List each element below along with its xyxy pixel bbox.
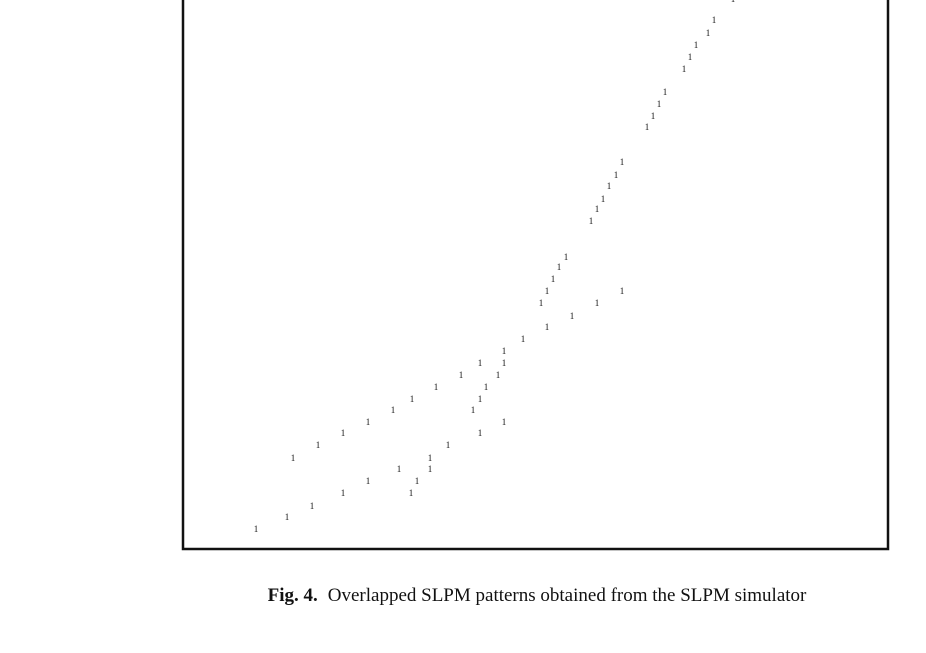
point: 1 [478, 428, 483, 438]
point: 1 [496, 370, 501, 380]
point: 1 [341, 488, 346, 498]
point: 1 [539, 298, 544, 308]
point: 1 [446, 440, 451, 450]
caption-text: Overlapped SLPM patterns obtained from t… [328, 585, 807, 606]
caption-label: Fig. 4. [268, 585, 318, 606]
point: 1 [595, 204, 600, 214]
point: 1 [682, 64, 687, 74]
point: 1 [341, 428, 346, 438]
point: 1 [502, 417, 507, 427]
point: 1 [570, 311, 575, 321]
caption: Fig. 4. Overlapped SLPM patterns obtained… [268, 585, 807, 606]
point: 1 [521, 334, 526, 344]
point: 1 [688, 52, 693, 62]
point: 1 [410, 394, 415, 404]
point: 1 [731, 0, 736, 4]
point: 1 [712, 15, 717, 25]
point: 1 [651, 111, 656, 121]
point: 1 [459, 370, 464, 380]
point: 1 [291, 453, 296, 463]
point: 1 [285, 512, 290, 522]
point: 1 [478, 394, 483, 404]
point: 1 [595, 298, 600, 308]
point: 1 [620, 286, 625, 296]
point: 1 [502, 358, 507, 368]
point: 1 [601, 194, 606, 204]
point: 1 [657, 99, 662, 109]
point: 1 [310, 501, 315, 511]
point: 1 [471, 405, 476, 415]
point: 1 [589, 216, 594, 226]
point: 1 [502, 346, 507, 356]
point: 1 [694, 40, 699, 50]
point: 1 [620, 157, 625, 167]
point: 1 [366, 417, 371, 427]
point: 1 [663, 87, 668, 97]
point: 1 [409, 488, 414, 498]
point: 1 [366, 476, 371, 486]
point: 1 [478, 358, 483, 368]
point: 1 [397, 464, 402, 474]
point: 1 [391, 405, 396, 415]
point: 1 [645, 122, 650, 132]
point: 1 [551, 274, 556, 284]
point: 1 [564, 252, 569, 262]
point: 1 [434, 382, 439, 392]
point: 1 [484, 382, 489, 392]
point: 1 [706, 28, 711, 38]
point: 1 [614, 170, 619, 180]
point: 1 [545, 322, 550, 332]
point: 1 [428, 453, 433, 463]
point: 1 [316, 440, 321, 450]
point: 1 [428, 464, 433, 474]
point: 1 [415, 476, 420, 486]
plot-frame [181, 0, 890, 551]
point: 1 [254, 524, 259, 534]
point: 1 [557, 262, 562, 272]
point: 1 [607, 181, 612, 191]
point: 1 [545, 286, 550, 296]
